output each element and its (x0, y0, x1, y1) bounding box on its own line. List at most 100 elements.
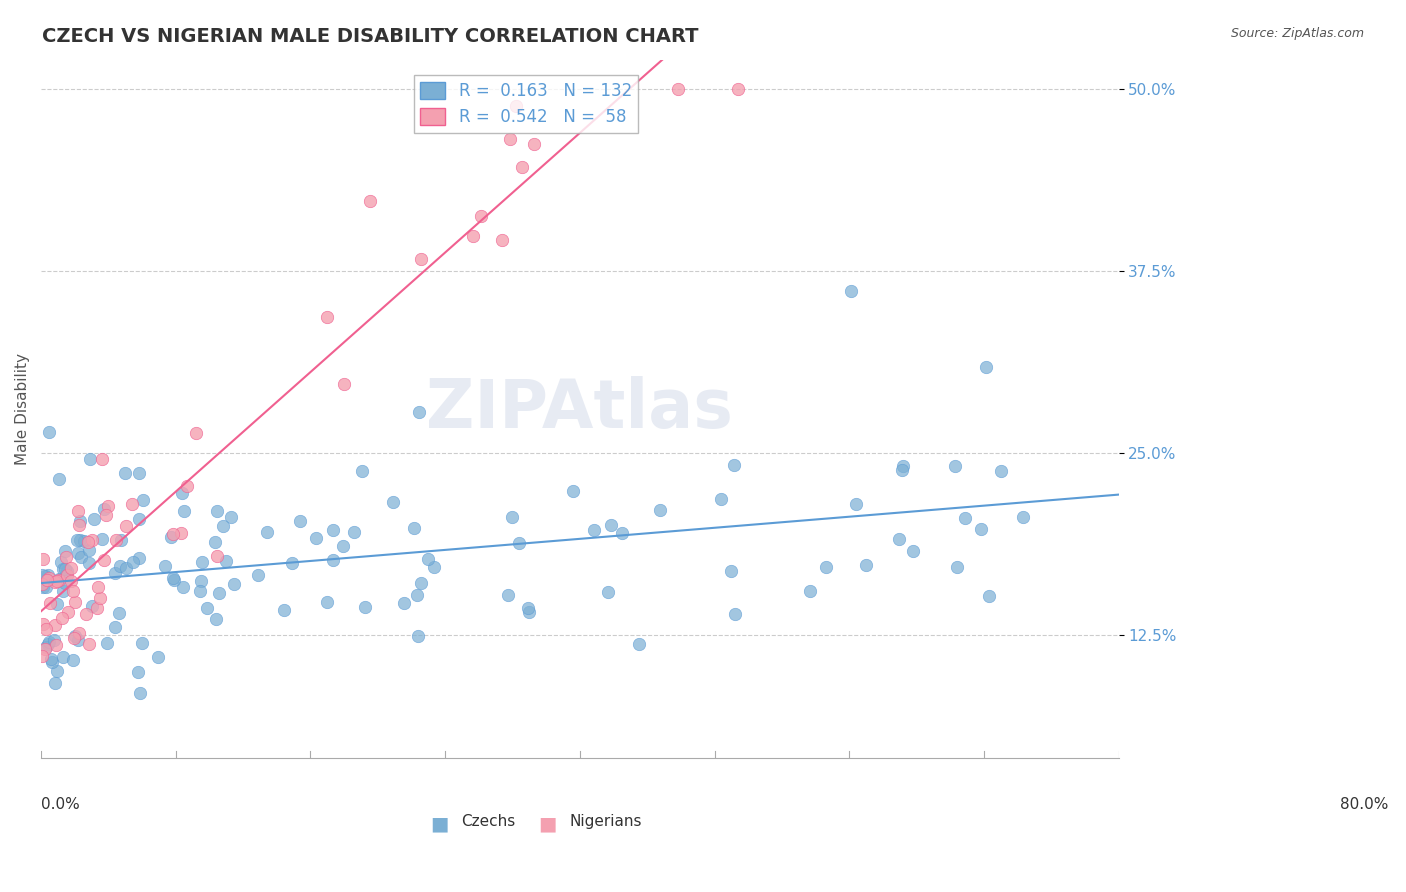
Point (205, 549, 228, 563)
Point (53, 562, 76, 576)
Text: CZECH VS NIGERIAN MALE DISABILITY CORRELATION CHART: CZECH VS NIGERIAN MALE DISABILITY CORREL… (42, 27, 699, 45)
Point (38, 425, 60, 439)
Point (406, 629, 429, 643)
Point (104, 566, 127, 581)
Point (93, 553, 115, 567)
Point (52, 562, 75, 576)
Point (63, 631, 86, 645)
Point (256, 524, 278, 539)
Point (32, 617, 55, 632)
Point (408, 405, 430, 419)
Point (53, 543, 76, 558)
Point (38, 635, 60, 649)
Point (69, 514, 91, 528)
Point (51, 611, 73, 625)
Point (561, 484, 583, 499)
Point (470, 209, 492, 223)
Point (51, 555, 73, 569)
Point (146, 649, 169, 664)
Point (354, 600, 377, 615)
Point (979, 589, 1001, 603)
Point (891, 458, 914, 473)
Point (70, 549, 93, 564)
Point (104, 533, 127, 548)
Point (35, 623, 58, 637)
Point (315, 595, 337, 609)
Point (63, 629, 86, 643)
Point (60, 574, 83, 589)
Point (52, 584, 75, 599)
Point (65, 595, 87, 609)
Point (222, 577, 245, 591)
Y-axis label: Male Disability: Male Disability (15, 353, 30, 465)
Point (523, 137, 546, 152)
Point (855, 558, 877, 572)
Point (332, 539, 354, 553)
Point (44, 632, 66, 647)
Point (288, 514, 311, 528)
Point (650, 503, 672, 517)
Point (195, 601, 218, 615)
Point (599, 517, 621, 532)
Point (170, 486, 193, 500)
Point (359, 194, 381, 208)
Point (53, 576, 76, 591)
Point (406, 588, 429, 602)
Point (62, 584, 84, 599)
Point (38, 571, 60, 585)
Point (204, 611, 226, 625)
Point (163, 573, 186, 587)
Point (281, 556, 304, 570)
Point (160, 530, 183, 544)
Point (727, 81, 749, 95)
Point (80, 533, 103, 547)
Point (86, 601, 108, 615)
Point (418, 552, 440, 566)
Text: ZIPAtlas: ZIPAtlas (426, 376, 734, 442)
Point (191, 555, 214, 569)
Point (122, 554, 145, 568)
Point (350, 464, 373, 478)
Point (128, 466, 150, 480)
Point (104, 619, 127, 633)
Point (55, 567, 77, 582)
Point (94, 508, 117, 522)
Point (31, 567, 53, 582)
Point (46, 664, 69, 678)
Point (128, 512, 150, 526)
Point (496, 588, 519, 602)
Point (91, 452, 114, 467)
Point (46, 597, 69, 611)
Point (91, 533, 114, 547)
Point (83, 511, 105, 525)
Point (114, 466, 136, 480)
Point (93, 502, 115, 516)
Point (710, 491, 733, 506)
Point (62, 653, 84, 667)
Point (44, 617, 66, 632)
Point (404, 521, 426, 535)
Text: Source: ZipAtlas.com: Source: ZipAtlas.com (1230, 27, 1364, 40)
Point (172, 580, 194, 594)
Point (173, 504, 195, 518)
Point (72, 534, 94, 549)
Text: Nigerians: Nigerians (569, 814, 641, 830)
Point (37, 568, 59, 582)
Point (246, 568, 269, 582)
Point (121, 497, 143, 511)
Point (891, 463, 914, 477)
Point (724, 607, 747, 621)
Point (887, 532, 910, 546)
Point (1011, 510, 1033, 524)
Point (723, 458, 745, 472)
Point (208, 586, 231, 600)
Point (612, 526, 634, 541)
Point (970, 522, 993, 536)
Point (69, 533, 91, 547)
Point (169, 526, 191, 541)
Point (108, 606, 131, 620)
Point (45, 638, 67, 652)
Point (273, 603, 295, 617)
Point (176, 479, 198, 493)
Point (322, 553, 344, 567)
